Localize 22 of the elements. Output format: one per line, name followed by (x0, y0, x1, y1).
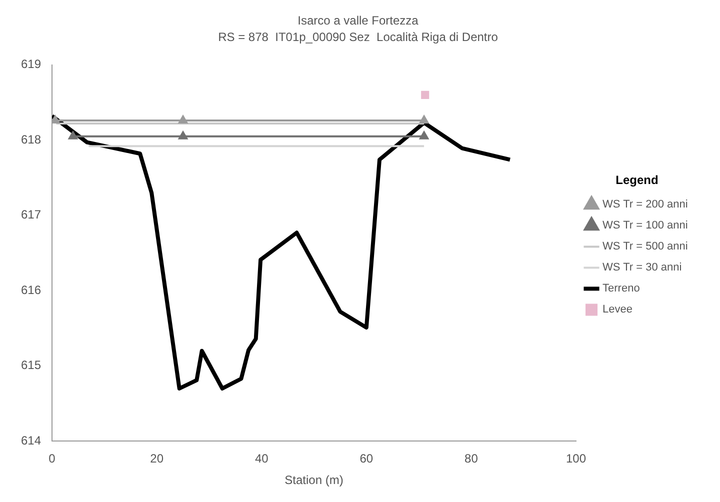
y-tick-label: 619 (20, 57, 42, 72)
chart-title: Isarco a valle Fortezza (298, 14, 419, 28)
chart-subtitle: RS = 878 IT01p_00090 Sez Località Riga di Dentro (218, 30, 498, 44)
legend-label: WS Tr = 500 anni (602, 240, 688, 253)
legend-label: Terreno (602, 282, 640, 295)
legend-label: Levee (602, 304, 632, 316)
x-tick-label: 40 (254, 452, 269, 466)
y-tick-label: 616 (20, 282, 42, 297)
x-tick-label: 80 (464, 452, 478, 466)
legend-label: WS Tr = 30 anni (602, 262, 682, 274)
y-tick-label: 618 (20, 132, 42, 146)
x-axis-title: Station (m) (284, 473, 344, 488)
x-tick-label: 0 (48, 452, 56, 466)
legend-title: Legend (616, 173, 658, 188)
y-tick-label: 617 (20, 208, 42, 222)
legend-label: WS Tr = 200 anni (602, 198, 688, 211)
y-tick-label: 614 (20, 434, 42, 448)
x-tick-label: 60 (360, 452, 374, 466)
x-tick-label: 100 (566, 452, 586, 466)
legend-label: WS Tr = 100 anni (602, 220, 688, 232)
x-tick-label: 20 (150, 452, 164, 466)
y-tick-label: 615 (20, 358, 42, 372)
